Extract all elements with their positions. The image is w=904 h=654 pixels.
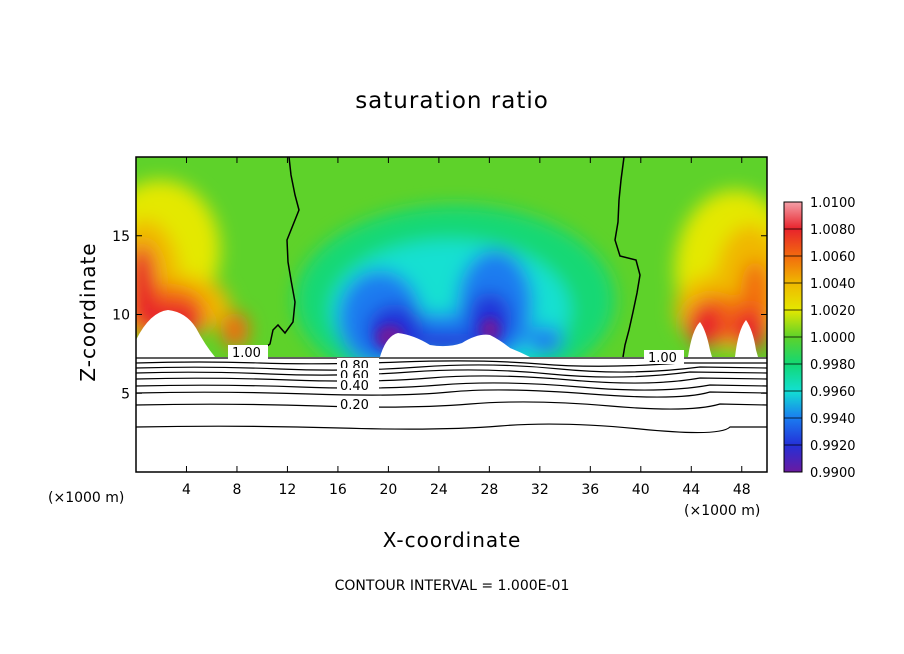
x-axis-label: X-coordinate bbox=[382, 528, 522, 552]
contour-label: 1.00 bbox=[648, 351, 677, 366]
x-tick-label: 16 bbox=[329, 482, 347, 498]
contour-interval-note: CONTOUR INTERVAL = 1.000E-01 bbox=[334, 578, 570, 594]
saturation-field bbox=[136, 157, 767, 357]
colorbar-label: 1.0000 bbox=[810, 331, 856, 346]
contour-label: 1.00 bbox=[232, 346, 261, 361]
colorbar-labels: 1.0100 1.0080 1.0060 1.0040 1.0020 1.0000 0.99… bbox=[784, 196, 856, 481]
x-tick-label: 8 bbox=[232, 482, 241, 498]
x-tick-label: 48 bbox=[733, 482, 751, 498]
contour-label: 0.40 bbox=[340, 379, 369, 394]
x-tick-label: 32 bbox=[531, 482, 549, 498]
colorbar-label: 1.0100 bbox=[810, 196, 856, 211]
colorbar-label: 1.0040 bbox=[810, 277, 856, 292]
y-tick-label: 10 bbox=[112, 308, 130, 324]
x-tick-label: 4 bbox=[182, 482, 191, 498]
x-tick-label: 44 bbox=[682, 482, 700, 498]
colorbar-label: 1.0080 bbox=[810, 223, 856, 238]
x-tick-label: 36 bbox=[581, 482, 599, 498]
colorbar-label: 1.0020 bbox=[810, 304, 856, 319]
y-tick-label: 5 bbox=[121, 386, 130, 402]
y-tick-label: 15 bbox=[112, 229, 130, 245]
y-axis-unit: (×1000 m) bbox=[48, 490, 125, 506]
chart-title: saturation ratio bbox=[355, 88, 549, 114]
colorbar-label: 0.9900 bbox=[810, 466, 856, 481]
colorbar-label: 0.9980 bbox=[810, 358, 856, 373]
x-tick-label: 28 bbox=[480, 482, 498, 498]
y-axis-ticks: 5 10 15 bbox=[112, 229, 767, 402]
x-tick-label: 40 bbox=[632, 482, 650, 498]
colorbar-label: 0.9960 bbox=[810, 385, 856, 400]
x-axis-ticks: 4 8 12 16 20 24 28 32 36 40 44 48 bbox=[182, 157, 751, 498]
lower-contour-lines bbox=[135, 357, 768, 434]
x-tick-label: 24 bbox=[430, 482, 448, 498]
x-tick-label: 12 bbox=[279, 482, 297, 498]
x-tick-label: 20 bbox=[379, 482, 397, 498]
colorbar-label: 1.0060 bbox=[810, 250, 856, 265]
colorbar-label: 0.9940 bbox=[810, 412, 856, 427]
x-axis-unit: (×1000 m) bbox=[684, 503, 761, 519]
contour-label: 0.20 bbox=[340, 398, 369, 413]
contour-line-1.00-right bbox=[614, 156, 641, 358]
colorbar-label: 0.9920 bbox=[810, 439, 856, 454]
